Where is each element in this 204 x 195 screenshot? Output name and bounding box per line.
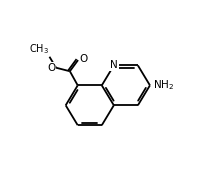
Text: N: N [110,60,118,70]
Text: O: O [47,63,55,73]
Text: NH$_2$: NH$_2$ [153,78,174,92]
Text: CH$_3$: CH$_3$ [29,42,49,56]
Text: O: O [79,54,88,65]
